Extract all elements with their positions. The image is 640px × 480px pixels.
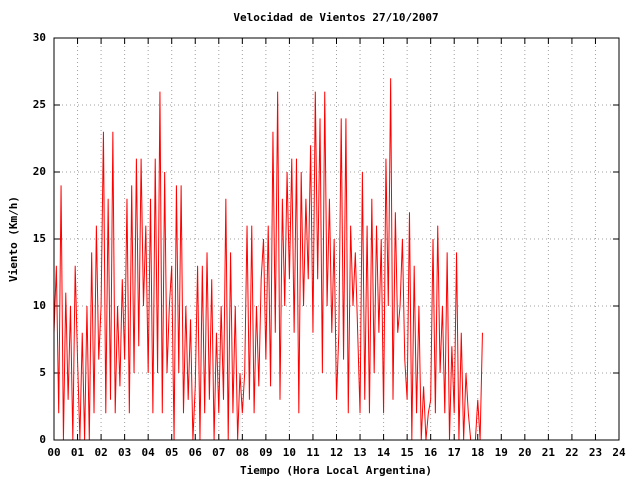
y-tick-label: 30 [33, 31, 46, 44]
x-tick-label: 20 [518, 446, 531, 459]
y-tick-label: 0 [39, 433, 46, 446]
x-tick-label: 23 [589, 446, 602, 459]
wind-line [53, 78, 483, 441]
x-tick-label: 06 [189, 446, 203, 459]
x-tick-label: 05 [165, 446, 178, 459]
x-tick-label: 03 [118, 446, 131, 459]
x-tick-label: 17 [448, 446, 461, 459]
x-tick-label: 18 [471, 446, 484, 459]
x-axis-label: Tiempo (Hora Local Argentina) [240, 464, 432, 477]
x-tick-label: 21 [542, 446, 556, 459]
x-tick-label: 08 [236, 446, 249, 459]
x-tick-label: 22 [565, 446, 578, 459]
chart-title: Velocidad de Vientos 27/10/2007 [233, 11, 438, 24]
x-tick-label: 15 [401, 446, 414, 459]
x-tick-label: 13 [353, 446, 366, 459]
x-tick-label: 24 [612, 446, 626, 459]
x-tick-label: 16 [424, 446, 438, 459]
y-tick-label: 10 [33, 299, 46, 312]
y-tick-label: 20 [33, 165, 46, 178]
x-tick-label: 09 [259, 446, 272, 459]
plot-border [53, 37, 620, 441]
x-tick-label: 11 [306, 446, 320, 459]
x-tick-label: 00 [47, 446, 60, 459]
y-tick-label: 15 [33, 232, 46, 245]
y-axis-label: Viento (Km/h) [7, 196, 20, 282]
x-tick-label: 07 [212, 446, 225, 459]
x-tick-label: 02 [94, 446, 107, 459]
x-tick-label: 19 [495, 446, 508, 459]
x-tick-label: 01 [71, 446, 85, 459]
x-tick-label: 12 [330, 446, 343, 459]
y-tick-label: 25 [33, 98, 46, 111]
x-tick-label: 10 [283, 446, 296, 459]
x-tick-label: 14 [377, 446, 391, 459]
x-tick-label: 04 [142, 446, 156, 459]
y-tick-label: 5 [39, 366, 46, 379]
